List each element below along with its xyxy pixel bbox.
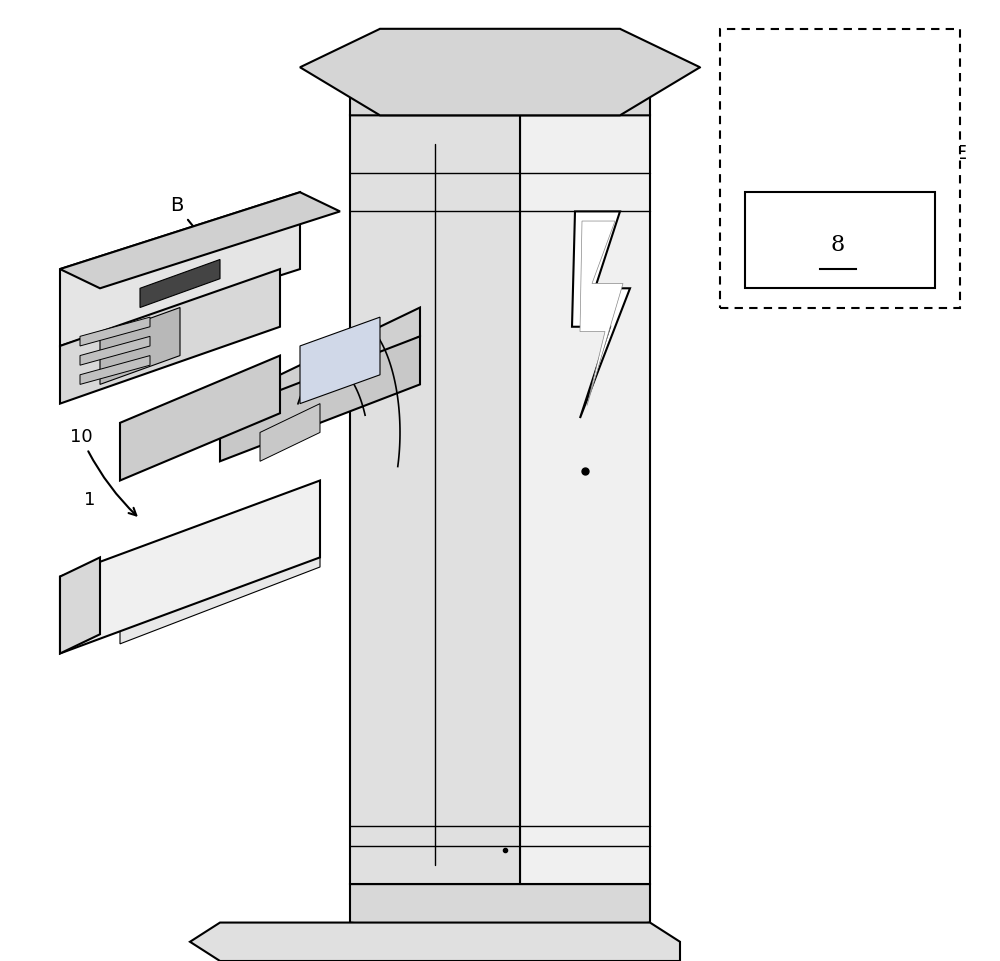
Polygon shape [350,884,650,942]
Text: 3: 3 [214,549,226,566]
Text: B: B [170,196,217,256]
Polygon shape [572,211,630,418]
Polygon shape [100,308,180,384]
Polygon shape [350,115,520,884]
Polygon shape [120,356,280,480]
Polygon shape [60,192,340,288]
Polygon shape [300,317,380,404]
Polygon shape [260,404,320,461]
Polygon shape [60,269,280,404]
Polygon shape [380,29,620,115]
FancyBboxPatch shape [720,29,960,308]
Polygon shape [300,29,700,115]
Polygon shape [60,557,100,653]
Polygon shape [60,192,300,346]
Polygon shape [280,308,420,404]
Text: DE: DE [940,143,967,162]
Polygon shape [120,538,320,644]
Text: 8: 8 [831,234,845,256]
Polygon shape [220,336,420,461]
Polygon shape [350,48,650,115]
Polygon shape [190,923,680,961]
Text: C: C [525,56,634,81]
Polygon shape [80,317,150,346]
Polygon shape [580,221,623,406]
Text: 10: 10 [70,428,136,515]
Text: 1: 1 [84,491,96,508]
Polygon shape [520,115,650,884]
Polygon shape [80,336,150,365]
Polygon shape [60,480,320,653]
FancyBboxPatch shape [745,192,935,288]
Polygon shape [80,356,150,384]
Polygon shape [140,259,220,308]
